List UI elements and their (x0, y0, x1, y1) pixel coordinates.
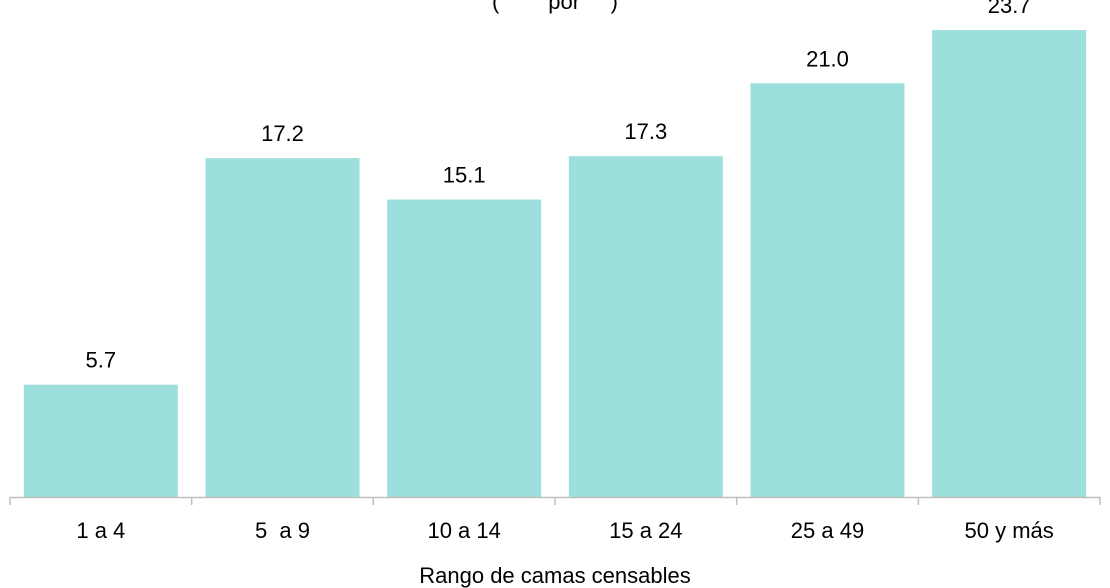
bar-value-label-2: 15.1 (443, 163, 486, 188)
bar-1 (205, 158, 360, 497)
bars-group (23, 30, 1087, 498)
bar-3 (568, 156, 723, 497)
bar-2 (387, 199, 542, 497)
bar-value-label-1: 17.2 (261, 121, 304, 146)
bar-value-label-4: 21.0 (806, 46, 849, 71)
x-axis-title: Rango de camas censables (419, 563, 691, 588)
x-tick-label-5: 50 y más (965, 518, 1054, 543)
x-tick-label-1: 5 a 9 (255, 518, 310, 543)
bar-0 (23, 384, 178, 497)
bar-5 (932, 30, 1087, 498)
x-tick-label-2: 10 a 14 (427, 518, 500, 543)
bar-value-label-5: 23.7 (988, 0, 1031, 18)
x-axis (9, 496, 1101, 505)
bar-value-label-0: 5.7 (86, 348, 117, 373)
chart-subtitle: ( por ) (492, 0, 618, 14)
x-tick-label-3: 15 a 24 (609, 518, 682, 543)
bar-value-label-3: 17.3 (624, 119, 667, 144)
value-labels-group: 5.7 17.2 15.1 17.3 21.0 23.7 (86, 0, 1031, 373)
x-tick-label-4: 25 a 49 (791, 518, 864, 543)
x-tick-label-0: 1 a 4 (76, 518, 125, 543)
x-tick-labels-group: 1 a 4 5 a 9 10 a 14 15 a 24 25 a 49 50 y más (76, 518, 1053, 543)
bar-4 (750, 83, 905, 498)
